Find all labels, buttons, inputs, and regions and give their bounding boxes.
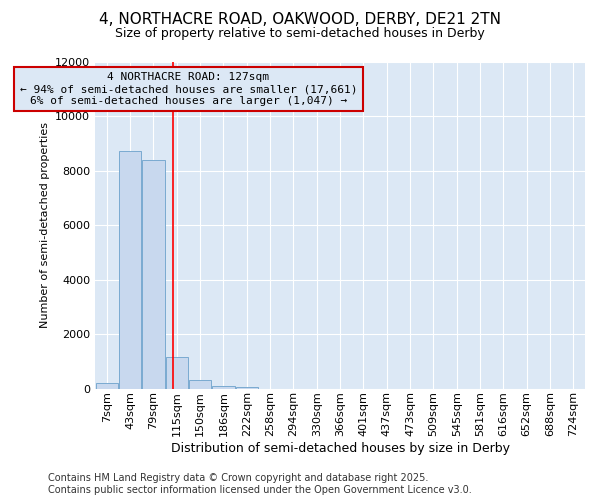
Bar [96,383,118,388]
Bar [142,160,164,388]
Text: 4 NORTHACRE ROAD: 127sqm
← 94% of semi-detached houses are smaller (17,661)
6% o: 4 NORTHACRE ROAD: 127sqm ← 94% of semi-d… [20,72,357,106]
Bar [119,152,141,388]
Text: Size of property relative to semi-detached houses in Derby: Size of property relative to semi-detach… [115,28,485,40]
Bar [236,387,258,388]
X-axis label: Distribution of semi-detached houses by size in Derby: Distribution of semi-detached houses by … [170,442,509,455]
Bar [189,380,211,388]
Text: Contains HM Land Registry data © Crown copyright and database right 2025.
Contai: Contains HM Land Registry data © Crown c… [48,474,472,495]
Y-axis label: Number of semi-detached properties: Number of semi-detached properties [40,122,50,328]
Text: 4, NORTHACRE ROAD, OAKWOOD, DERBY, DE21 2TN: 4, NORTHACRE ROAD, OAKWOOD, DERBY, DE21 … [99,12,501,28]
Bar [212,386,235,388]
Bar [166,357,188,388]
